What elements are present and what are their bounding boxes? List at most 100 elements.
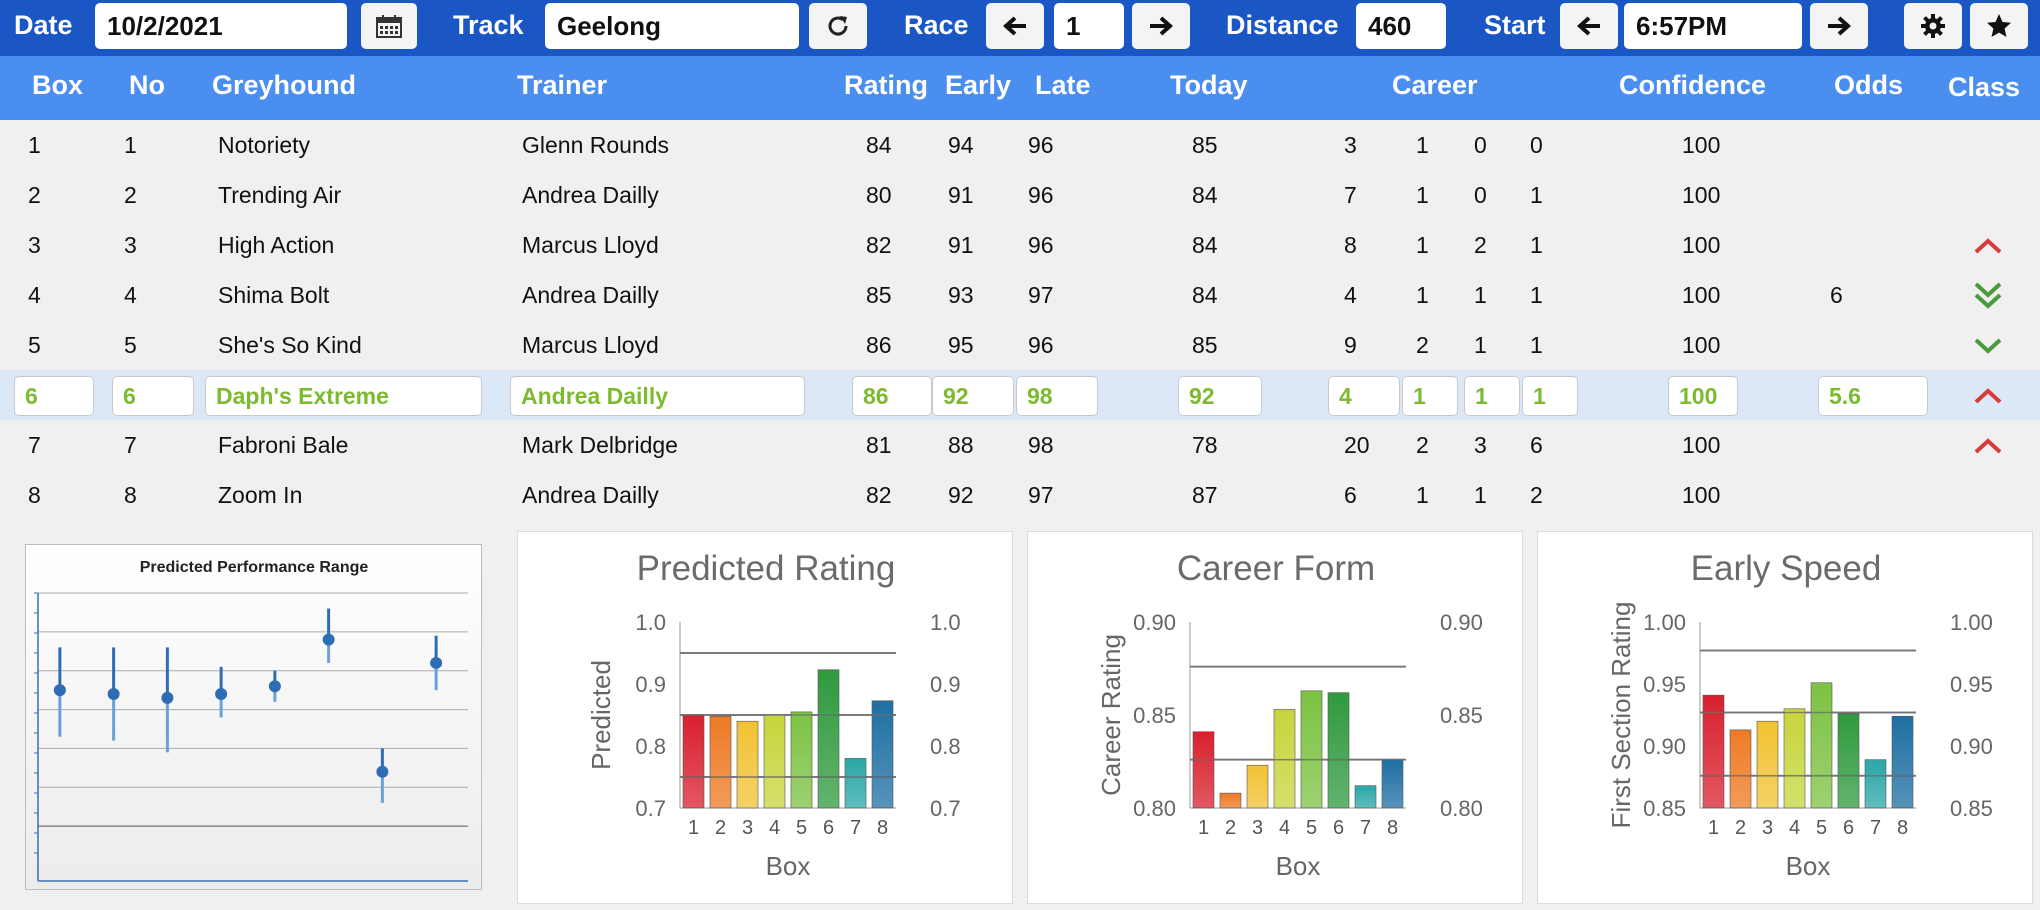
x-tick-label: 6 — [1333, 817, 1344, 839]
cell-odds[interactable]: 5.6 — [1818, 376, 1928, 416]
favorite-button[interactable] — [1970, 3, 2028, 49]
y-axis-title: Career Rating — [1096, 634, 1126, 796]
table-row-selected[interactable]: 6 6 Daph's Extreme Andrea Dailly 86 92 98 92 4 1 1… — [0, 370, 2040, 420]
cell-trainer: Marcus Lloyd — [522, 332, 659, 358]
table-row[interactable]: 5 5 She's So Kind Marcus Lloyd 86 95 96 85 9 2 1 1 1… — [0, 320, 2040, 370]
cell-c3: 2 — [1474, 232, 1487, 258]
cell-c1[interactable]: 4 — [1328, 376, 1400, 416]
bar — [1354, 785, 1377, 809]
y-tick-label: 0.85 — [1643, 796, 1686, 821]
col-class[interactable]: Class — [1948, 72, 2021, 102]
x-tick-label: 1 — [1708, 817, 1719, 839]
gear-icon — [1921, 14, 1945, 38]
cell-today[interactable]: 92 — [1178, 376, 1262, 416]
x-tick-label: 7 — [1360, 817, 1371, 839]
cell-c1: 8 — [1344, 232, 1357, 258]
bar — [1702, 694, 1725, 809]
cell-early: 93 — [948, 282, 974, 308]
cell-rating: 80 — [866, 182, 892, 208]
x-tick-label: 4 — [1789, 817, 1800, 839]
cell-c4[interactable]: 1 — [1522, 376, 1578, 416]
cell-today: 78 — [1192, 432, 1218, 458]
track-input[interactable]: Geelong — [545, 3, 799, 49]
bar — [1300, 690, 1323, 809]
col-trainer[interactable]: Trainer — [517, 70, 608, 100]
col-confidence[interactable]: Confidence — [1619, 70, 1767, 100]
race-prev-button[interactable] — [986, 3, 1044, 49]
data-point — [215, 688, 228, 701]
y-axis-title: Predicted — [586, 660, 616, 770]
cell-dog[interactable]: Daph's Extreme — [205, 376, 482, 416]
cell-late: 96 — [1028, 182, 1054, 208]
race-input[interactable]: 1 — [1054, 3, 1124, 49]
cell-early: 91 — [948, 232, 974, 258]
y-tick-label: 1.00 — [1643, 610, 1686, 635]
date-input[interactable]: 10/2/2021 — [95, 3, 347, 49]
settings-button[interactable] — [1904, 3, 1962, 49]
cell-dog: Zoom In — [218, 482, 303, 508]
bar — [1219, 792, 1242, 809]
y2-tick-label: 0.85 — [1440, 703, 1483, 728]
career-form-chart-svg: Career Form 0.80 0.80 0.85 0.85 0.90 0.90 1 2 3 4 5… — [1096, 549, 1483, 881]
x-tick-label: 2 — [715, 817, 726, 839]
cell-conf: 100 — [1682, 482, 1721, 508]
cell-rating: 82 — [866, 482, 892, 508]
y2-tick-label: 0.95 — [1950, 672, 1993, 697]
arrow-right-icon — [1150, 16, 1174, 36]
cell-late[interactable]: 98 — [1016, 376, 1098, 416]
y2-tick-label: 1.0 — [930, 610, 961, 635]
y2-tick-label: 1.00 — [1950, 610, 1993, 635]
col-early[interactable]: Early — [945, 70, 1012, 100]
start-next-button[interactable] — [1810, 3, 1868, 49]
cell-c3[interactable]: 1 — [1464, 376, 1520, 416]
y-tick-label: 0.85 — [1133, 703, 1176, 728]
cell-c2[interactable]: 1 — [1402, 376, 1458, 416]
cell-trainer: Andrea Dailly — [522, 282, 659, 308]
table-row[interactable]: 8 8 Zoom In Andrea Dailly 82 92 97 87 6 1 1 2 100 — [0, 470, 2040, 520]
table-row[interactable]: 7 7 Fabroni Bale Mark Delbridge 81 88 98 78 20 2 3… — [0, 420, 2040, 470]
table-row[interactable]: 1 1 Notoriety Glenn Rounds 84 94 96 85 3 1 0 0 100 — [0, 120, 2040, 170]
refresh-button[interactable] — [809, 3, 867, 49]
class-double-down-icon — [1974, 282, 2002, 309]
col-career[interactable]: Career — [1392, 70, 1478, 100]
cell-conf[interactable]: 100 — [1668, 376, 1738, 416]
cell-box: 8 — [28, 482, 41, 508]
cell-trainer[interactable]: Andrea Dailly — [510, 376, 805, 416]
start-time-input[interactable]: 6:57PM — [1624, 3, 1802, 49]
bar — [1810, 682, 1833, 809]
star-icon — [1987, 14, 2011, 37]
cell-c2: 1 — [1416, 232, 1429, 258]
cell-no[interactable]: 6 — [112, 376, 194, 416]
col-today[interactable]: Today — [1170, 70, 1248, 100]
cell-c4: 1 — [1530, 182, 1543, 208]
col-odds[interactable]: Odds — [1834, 70, 1904, 100]
class-up-icon — [1974, 238, 2002, 254]
cell-box[interactable]: 6 — [14, 376, 94, 416]
table-row[interactable]: 3 3 High Action Marcus Lloyd 82 91 96 84 8 1 2 1 100 — [0, 220, 2040, 270]
col-greyhound[interactable]: Greyhound — [212, 70, 357, 100]
col-late[interactable]: Late — [1035, 70, 1091, 100]
start-prev-button[interactable] — [1560, 3, 1618, 49]
cell-c4: 1 — [1530, 232, 1543, 258]
col-no[interactable]: No — [129, 70, 165, 100]
col-rating[interactable]: Rating — [844, 70, 928, 100]
table-row[interactable]: 4 4 Shima Bolt Andrea Dailly 85 93 97 84 4 1 1 1 100… — [0, 270, 2040, 320]
arrow-left-icon — [1576, 16, 1600, 36]
start-label: Start — [1484, 10, 1546, 40]
bar — [817, 669, 840, 809]
data-point — [322, 633, 335, 646]
cell-c2: 1 — [1416, 182, 1429, 208]
table-row[interactable]: 2 2 Trending Air Andrea Dailly 80 91 96 84 7 1 0 1 1… — [0, 170, 2040, 220]
cell-rating[interactable]: 86 — [852, 376, 932, 416]
race-next-button[interactable] — [1132, 3, 1190, 49]
x-tick-label: 6 — [1843, 817, 1854, 839]
col-box[interactable]: Box — [32, 70, 84, 100]
distance-input[interactable]: 460 — [1356, 3, 1446, 49]
cell-c2: 2 — [1416, 432, 1429, 458]
cell-c4: 1 — [1530, 282, 1543, 308]
cell-conf: 100 — [1682, 332, 1721, 358]
y-tick-label: 1.0 — [635, 610, 666, 635]
date-picker-button[interactable] — [361, 3, 417, 49]
cell-early[interactable]: 92 — [932, 376, 1014, 416]
career-form-chart: Career Form 0.80 0.80 0.85 0.85 0.90 0.90 1 2 3 4 5… — [1027, 531, 1523, 904]
